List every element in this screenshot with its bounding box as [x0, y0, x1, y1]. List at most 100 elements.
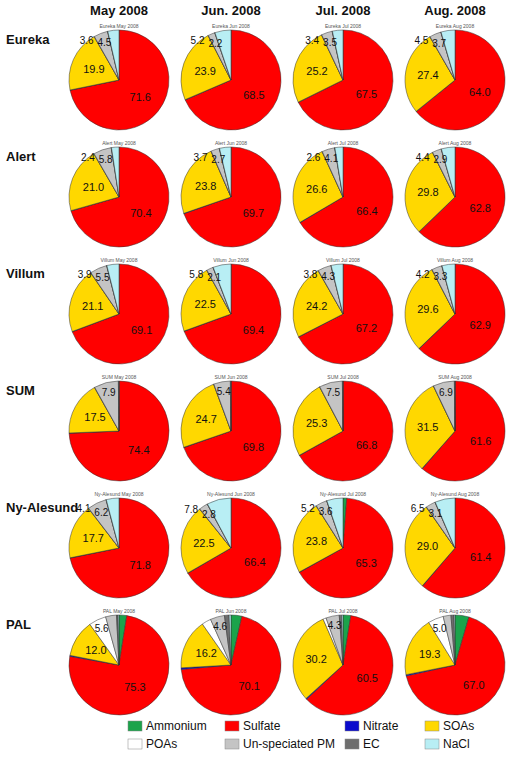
data-label: 3.7	[432, 38, 446, 49]
data-label: 24.2	[306, 300, 327, 312]
legend-swatch	[425, 739, 439, 749]
data-label: 3.3	[433, 271, 447, 282]
pie: Ny-Alesund Aug 200861.429.03.16.5	[405, 491, 505, 598]
pie-slice	[118, 381, 119, 431]
data-label: 7.8	[184, 504, 198, 515]
data-label: 6.2	[94, 507, 108, 518]
pie-slice	[69, 381, 169, 481]
data-label: 5.8	[189, 269, 203, 280]
column-header: Jun. 2008	[201, 3, 260, 18]
legend: AmmoniumSulfateNitrateSOAsPOAsUn-speciat…	[128, 719, 474, 751]
data-label: 64.0	[469, 86, 490, 98]
data-label: 71.8	[130, 559, 151, 571]
pie-title: Villum May 2008	[101, 257, 138, 263]
pie-title: SUM May 2008	[102, 374, 137, 380]
pie-title: PAL Jul 2008	[328, 608, 357, 614]
data-label: 3.9	[78, 269, 92, 280]
data-label: 4.3	[328, 620, 342, 631]
pie-slice	[116, 615, 119, 665]
pie-title: Villum Jun 2008	[213, 257, 249, 263]
pie-title: SUM Aug 2008	[438, 374, 472, 380]
legend-swatch	[425, 721, 439, 731]
data-label: 2.9	[433, 154, 447, 165]
data-label: 66.8	[356, 439, 377, 451]
data-label: 2.2	[208, 38, 222, 49]
pie-title: Eureka May 2008	[99, 23, 138, 29]
data-label: 27.4	[417, 69, 438, 81]
legend-label: SOAs	[443, 719, 474, 733]
pie-title: Alert Jun 2008	[215, 140, 247, 146]
data-label: 5.0	[433, 623, 447, 634]
pie: Alert Aug 200862.829.82.94.4	[405, 140, 505, 247]
data-label: 29.6	[417, 303, 438, 315]
pie-slice	[69, 616, 169, 715]
data-label: 23.8	[306, 535, 327, 547]
legend-label: POAs	[146, 737, 177, 751]
data-label: 3.8	[303, 269, 317, 280]
data-label: 26.6	[306, 183, 327, 195]
legend-label: Un-speciated PM	[243, 737, 335, 751]
pie-title: SUM Jun 2008	[214, 374, 247, 380]
data-label: 25.3	[306, 417, 327, 429]
pie-title: PAL Jun 2008	[216, 608, 247, 614]
pie: Alert May 200870.421.05.82.4	[69, 140, 169, 247]
row-label: Villum	[6, 266, 45, 281]
pie: SUM Jul 2008 66.8 25.3 7.5	[293, 374, 393, 481]
data-label: 62.9	[470, 319, 491, 331]
pie-slice	[454, 381, 455, 431]
row-label: Alert	[6, 149, 36, 164]
row-label: PAL	[6, 617, 31, 632]
data-label: 17.5	[84, 411, 105, 423]
data-label: 5.2	[191, 35, 205, 46]
data-label: 62.8	[470, 202, 491, 214]
pie: SUM Aug 2008 61.6 31.5 6.9	[405, 374, 505, 481]
data-label: 21.0	[83, 181, 104, 193]
pie: Ny-Alesund May 200871.817.76.24.1	[69, 491, 169, 598]
data-label: 19.9	[83, 63, 104, 75]
data-label: 4.1	[77, 503, 91, 514]
pie: SUM Jun 200869.824.75.4	[181, 374, 281, 481]
data-label: 4.1	[324, 153, 338, 164]
pie: SUM May 200874.417.57.9	[69, 374, 169, 481]
pie-slice	[181, 151, 231, 213]
legend-swatch	[128, 721, 142, 731]
data-label: 61.6	[470, 435, 491, 447]
data-label: 4.5	[414, 35, 428, 46]
pie-title: Ny-Alesund May 2008	[94, 491, 143, 497]
data-label: 75.3	[124, 681, 145, 693]
data-label: 12.0	[85, 644, 106, 656]
pie: Villum Jun 200869.422.52.15.8	[181, 257, 281, 364]
data-label: 23.9	[194, 65, 215, 77]
data-label: 31.5	[417, 421, 438, 433]
legend-label: EC	[363, 737, 380, 751]
pie-title: Alert Aug 2008	[439, 140, 472, 146]
data-label: 67.0	[463, 679, 484, 691]
data-label: 2.7	[211, 154, 225, 165]
data-label: 65.3	[355, 557, 376, 569]
pie-slice	[454, 381, 456, 431]
pie-title: SUM Jul 2008	[327, 374, 359, 380]
data-label: 4.6	[213, 621, 227, 632]
data-label: 7.5	[326, 387, 340, 398]
data-label: 3.6	[80, 35, 94, 46]
data-label: 4.5	[97, 37, 111, 48]
pie: Eureka Jun 200868.523.92.25.2	[181, 23, 281, 130]
data-label: 24.7	[195, 413, 216, 425]
data-label: 66.4	[356, 205, 377, 217]
pie-slice	[454, 615, 456, 665]
data-label: 16.2	[196, 647, 217, 659]
data-label: 4.3	[321, 271, 335, 282]
pie: Eureka Aug 200864.027.43.74.5	[405, 23, 505, 130]
pie: Villum Jul 200867.224.24.33.8	[293, 257, 393, 364]
data-label: 67.2	[356, 322, 377, 334]
legend-label: Sulfate	[243, 719, 281, 733]
data-label: 30.2	[305, 653, 326, 665]
data-label: 6.5	[411, 503, 425, 514]
data-label: 3.1	[429, 508, 443, 519]
data-label: 3.7	[194, 152, 208, 163]
data-label: 6.9	[439, 387, 453, 398]
pie-slice	[342, 381, 343, 431]
data-label: 3.5	[323, 37, 337, 48]
pie-slice	[188, 498, 281, 598]
pie: Villum May 200869.121.15.53.9	[69, 257, 169, 364]
